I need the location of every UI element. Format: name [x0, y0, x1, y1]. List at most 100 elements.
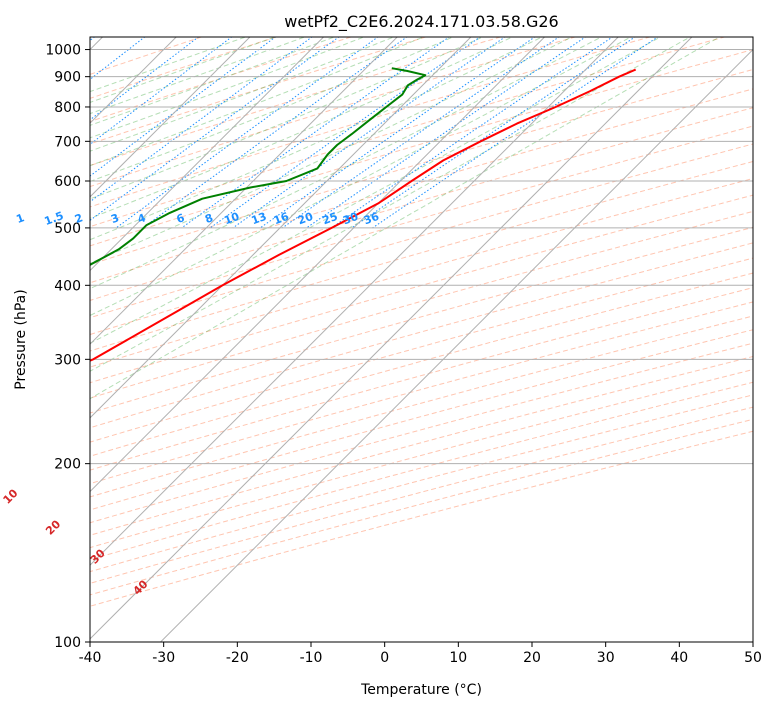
dry-adiabat	[90, 210, 753, 399]
mixing-ratio-label: 8	[203, 211, 215, 226]
dry-adiabat	[90, 301, 753, 485]
profile-lines	[90, 67, 637, 362]
mixing-ratio-label: 6	[175, 211, 187, 226]
isotherm-gridline	[90, 37, 472, 419]
dry-adiabat	[90, 329, 753, 511]
mixing-ratio-line	[209, 37, 482, 229]
mixing-ratio-line	[306, 37, 587, 229]
y-tick-label: 500	[54, 221, 81, 237]
dry-adiabat	[90, 37, 353, 123]
dry-adiabat	[90, 37, 502, 167]
mixing-ratio-label: 3	[109, 211, 121, 226]
moist-adiabat	[90, 37, 455, 183]
dry-adiabat	[90, 37, 652, 208]
mixing-ratio-label: 2	[73, 211, 85, 226]
dry-adiabat	[90, 194, 753, 384]
x-axis-label: Temperature (°C)	[360, 682, 482, 698]
x-tick-label: 30	[597, 650, 615, 666]
dry-adiabat	[90, 257, 753, 443]
x-tick-label: 10	[449, 650, 467, 666]
isotherm-gridline	[160, 48, 753, 642]
x-tick-label: -20	[226, 650, 249, 666]
mixing-ratio-line	[351, 37, 636, 229]
y-tick-label: 100	[54, 635, 81, 651]
y-tick-label: 400	[54, 278, 81, 294]
dry-adiabat	[90, 381, 753, 561]
dry-adiabat	[90, 177, 753, 368]
isotherm-gridline	[90, 37, 324, 272]
dry-adiabat	[90, 406, 753, 584]
y-tick-label: 700	[54, 134, 81, 150]
dry-adiabat	[90, 342, 753, 524]
isotherm-label: 10	[1, 486, 21, 506]
mixing-ratio-label: 13	[250, 210, 269, 227]
y-tick-label: 1000	[45, 43, 81, 59]
isotherm-gridline	[90, 37, 398, 345]
mixing-ratio-line	[90, 37, 200, 121]
axes: -40 -30 -20 -10 0 10 20 30 40 50 100 200 300 400 500 60…	[45, 43, 762, 666]
y-axis-label: Pressure (hPa)	[13, 289, 29, 389]
isotherm-gridline	[90, 37, 619, 566]
mixing-ratio-line	[90, 37, 146, 80]
x-tick-label: -30	[152, 650, 175, 666]
moist-adiabat	[90, 37, 721, 400]
dry-adiabat	[90, 369, 753, 549]
isotherm-gridline	[90, 37, 251, 198]
moist-adiabat	[90, 37, 395, 152]
dry-adiabat	[90, 143, 753, 336]
y-tick-label: 600	[54, 174, 81, 190]
moist-adiabat	[90, 37, 662, 344]
mixing-ratio-line	[90, 37, 233, 145]
mixing-ratio-line	[181, 37, 450, 229]
mixing-ratio-label: 36	[362, 210, 381, 228]
y-tick-label: 300	[54, 352, 81, 368]
dry-adiabat	[90, 430, 753, 607]
dry-adiabat	[90, 49, 753, 247]
mixing-ratio-line	[232, 37, 506, 229]
isotherm-label: 20	[43, 517, 63, 537]
mixing-ratio-label: 20	[296, 210, 315, 228]
dry-adiabat	[90, 37, 278, 99]
dry-adiabat	[90, 355, 753, 536]
x-tick-label: 40	[670, 650, 688, 666]
plot-frame	[89, 36, 754, 643]
mixing-ratio-line	[372, 37, 659, 229]
background-lines	[90, 37, 753, 607]
x-tick-label: 0	[380, 650, 389, 666]
mixing-ratio-line	[115, 37, 379, 229]
moist-adiabat	[90, 37, 514, 219]
mixing-ratio-label: 25	[321, 210, 340, 227]
isotherm-gridline	[90, 37, 693, 640]
dry-adiabat	[90, 272, 753, 457]
mixing-ratio-line	[331, 37, 614, 229]
y-tick-label: 900	[54, 70, 81, 86]
dry-adiabat	[90, 160, 753, 352]
dry-adiabat	[90, 107, 753, 301]
moist-adiabat	[90, 37, 336, 126]
dry-adiabat	[90, 315, 753, 498]
grid-lines	[90, 37, 753, 642]
y-tick-label: 200	[54, 457, 81, 473]
temperature-profile-line	[90, 68, 637, 362]
chart-title: wetPf2_C2E6.2024.171.03.58.G26	[284, 12, 558, 32]
dry-adiabat	[90, 37, 727, 228]
mixing-ratio-line	[90, 37, 96, 42]
mixing-ratio-line	[90, 37, 277, 177]
mixing-ratio-line	[90, 37, 340, 222]
dewpoint-profile-line	[90, 67, 427, 266]
dry-adiabat	[90, 242, 753, 429]
mixing-ratio-label: 1.5	[43, 209, 66, 228]
dry-adiabat	[90, 68, 753, 266]
x-tick-label: -40	[79, 650, 102, 666]
dry-adiabat	[90, 394, 753, 573]
mixing-ratio-label: 30	[341, 210, 360, 228]
x-tick-label: 20	[523, 650, 541, 666]
moist-adiabat	[90, 37, 603, 290]
dry-adiabat	[90, 287, 753, 471]
mixing-ratio-label: 16	[272, 210, 291, 228]
mixing-ratio-line	[282, 37, 560, 229]
moist-adiabat	[90, 37, 307, 115]
